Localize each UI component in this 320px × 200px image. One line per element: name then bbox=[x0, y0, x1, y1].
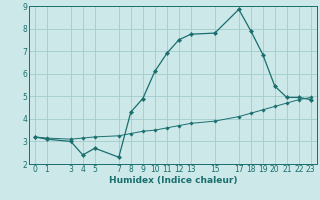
X-axis label: Humidex (Indice chaleur): Humidex (Indice chaleur) bbox=[108, 176, 237, 185]
